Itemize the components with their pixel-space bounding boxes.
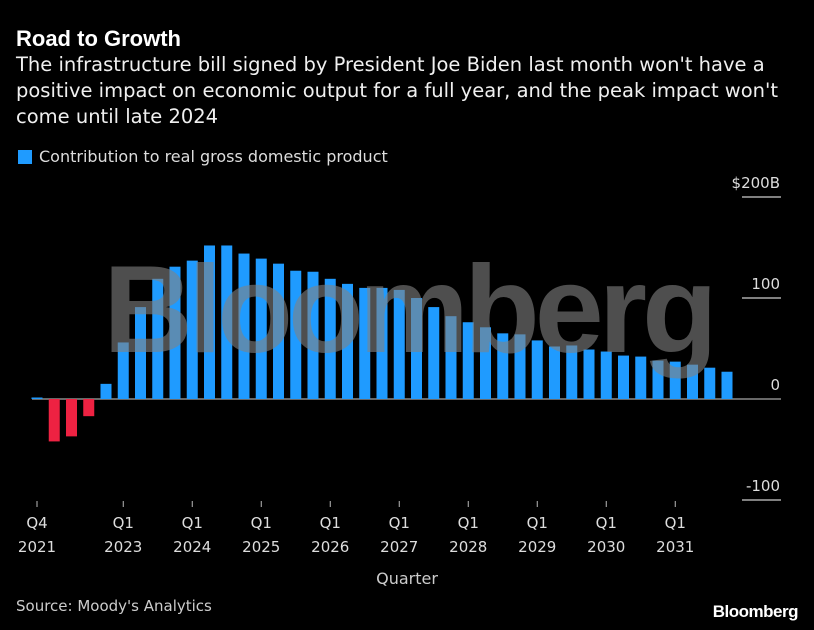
chart-title: Road to Growth (16, 26, 181, 51)
bar-q3-2022 (83, 399, 95, 417)
x-tick-label-quarter: Q1 (113, 514, 134, 532)
bar-q2-2030 (618, 355, 629, 399)
bar-q4-2021 (31, 397, 43, 399)
x-tick-label-quarter: Q1 (458, 514, 479, 532)
x-tick-label-year: 2030 (587, 538, 625, 556)
bar-q1-2022 (48, 399, 60, 442)
bar-q4-2031 (721, 371, 733, 399)
bar-q3-2031 (704, 367, 716, 399)
bar-q3-2024 (221, 245, 233, 399)
legend: Contribution to real gross domestic prod… (18, 147, 388, 166)
x-axis-label: Quarter (376, 569, 438, 588)
bar-q3-2030 (635, 356, 647, 399)
y-tick-label: -100 (746, 477, 780, 495)
chart-subtitle: The infrastructure bill signed by Presid… (16, 53, 779, 128)
bar-q2-2027 (411, 298, 422, 399)
x-tick-label-year: 2027 (380, 538, 418, 556)
bar-q2-2022 (66, 399, 77, 437)
legend-swatch-icon (18, 149, 32, 164)
bar-q1-2030 (600, 351, 612, 399)
bar-q4-2026 (376, 287, 388, 399)
bar-q1-2024 (186, 260, 198, 399)
x-tick-label-year: 2024 (173, 538, 211, 556)
bar-q3-2025 (290, 270, 302, 399)
x-tick-label-year: 2026 (311, 538, 349, 556)
bar-q2-2023 (135, 307, 146, 399)
x-tick-label-quarter: Q1 (251, 514, 272, 532)
bar-q4-2029 (583, 349, 595, 399)
bar-q1-2023 (117, 342, 129, 399)
x-tick-label-quarter: Q1 (596, 514, 617, 532)
bloomberg-logo: Bloomberg (712, 602, 799, 621)
bar-q2-2031 (687, 364, 698, 399)
y-tick-label: $200B (732, 174, 780, 192)
y-tick-label: 0 (770, 376, 780, 394)
bar-q4-2024 (238, 253, 250, 399)
x-tick-label-year: 2023 (104, 538, 142, 556)
bar-q3-2023 (152, 278, 164, 399)
bar-q4-2025 (307, 271, 319, 399)
x-tick-label-quarter: Q1 (320, 514, 341, 532)
x-tick-label-quarter: Q1 (665, 514, 686, 532)
bar-q3-2026 (359, 287, 371, 399)
source-note: Source: Moody's Analytics (16, 597, 212, 615)
bar-q1-2029 (531, 340, 543, 399)
bar-q2-2025 (273, 263, 284, 399)
x-tick-label-quarter: Q4 (26, 514, 47, 532)
y-tick-label: 100 (751, 275, 780, 293)
bar-q4-2023 (169, 266, 181, 399)
bar-q2-2029 (549, 346, 560, 399)
bar-q4-2028 (514, 334, 526, 399)
bar-q2-2024 (204, 245, 215, 399)
x-tick-label-quarter: Q1 (182, 514, 203, 532)
bar-q4-2022 (100, 383, 112, 399)
watermark-logo: Bloomberg (103, 241, 712, 379)
x-tick-label-year: 2031 (656, 538, 694, 556)
bar-q3-2028 (497, 333, 509, 399)
x-tick-label-year: 2028 (449, 538, 487, 556)
x-tick-label-year: 2025 (242, 538, 280, 556)
bar-q4-2027 (445, 316, 457, 399)
x-tick-label-year: 2029 (518, 538, 556, 556)
bar-q2-2028 (480, 327, 491, 399)
bar-q1-2031 (669, 361, 681, 399)
bar-q1-2026 (324, 278, 336, 399)
bar-q2-2026 (342, 283, 353, 399)
bar-q3-2027 (428, 307, 440, 399)
bar-q3-2029 (566, 345, 578, 399)
x-tick-label-quarter: Q1 (527, 514, 548, 532)
bar-q1-2027 (393, 289, 405, 399)
x-tick-label-quarter: Q1 (389, 514, 410, 532)
bar-q1-2028 (462, 322, 474, 399)
bar-q1-2025 (255, 258, 267, 399)
x-tick-label-year: 2021 (18, 538, 56, 556)
legend-label: Contribution to real gross domestic prod… (39, 147, 388, 166)
bar-q4-2030 (652, 360, 664, 399)
